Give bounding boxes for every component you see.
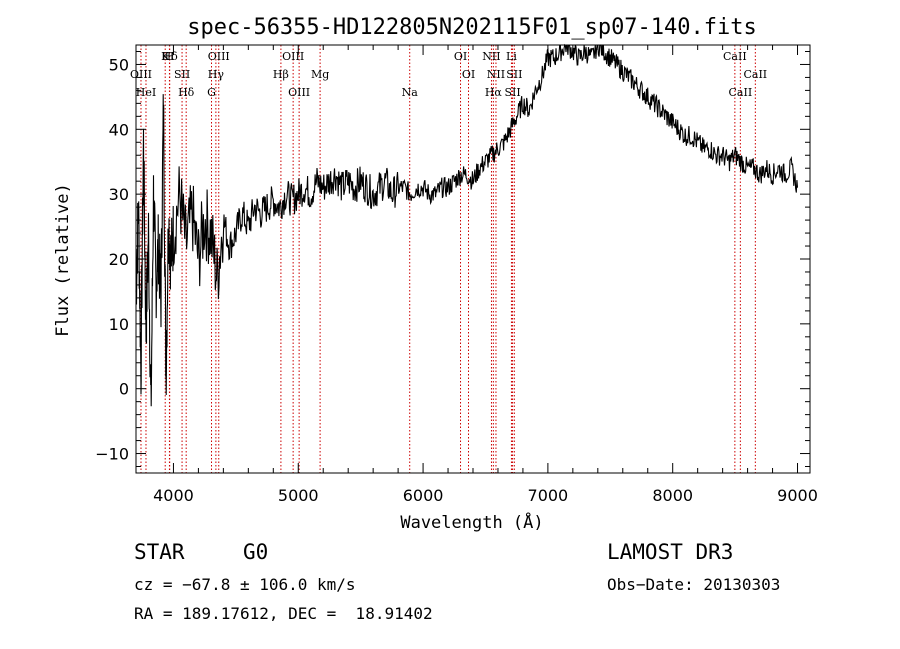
y-tick-label: 40	[109, 120, 129, 139]
line-label: Li	[506, 50, 517, 63]
line-label: Na	[402, 86, 419, 99]
line-label: Hα	[485, 86, 503, 99]
line-label: OI	[454, 50, 467, 63]
line-label: CaII	[729, 86, 753, 99]
y-tick-label: 10	[109, 315, 129, 334]
y-tick-label: 0	[119, 380, 129, 399]
redshift-text: cz = −67.8 ± 106.0 km/s	[134, 575, 356, 594]
x-tick-label: 6000	[403, 486, 444, 505]
obs-date: Obs−Date: 20130303	[607, 575, 781, 594]
y-axis-label: Flux (relative)	[53, 183, 73, 337]
emission-line-labels: HδOIIIHeIKSIIHδOIIIHγGHHβOIIIOIIIMgNaOIO…	[130, 50, 767, 99]
line-label: CaII	[723, 50, 747, 63]
line-label: HeI	[136, 86, 156, 99]
x-tick-label: 8000	[652, 486, 693, 505]
line-label: Hδ	[178, 86, 195, 99]
line-label: OIII	[282, 50, 304, 63]
y-tick-label: −10	[95, 445, 129, 464]
x-tick-label: 5000	[278, 486, 319, 505]
survey-name: LAMOST DR3	[607, 540, 734, 564]
chart-title: spec-56355-HD122805N202115F01_sp07-140.f…	[187, 15, 757, 40]
line-label: SII	[504, 86, 520, 99]
y-axis: −10 0 10 20 30 40 50	[95, 50, 810, 468]
line-label: Hγ	[208, 68, 225, 81]
y-tick-label: 30	[109, 185, 129, 204]
line-label: OIII	[208, 50, 230, 63]
plot-frame	[135, 44, 811, 474]
line-label: NII	[482, 50, 500, 63]
x-axis: 4000 5000 6000 7000 8000 9000	[153, 45, 818, 505]
line-label: CaII	[743, 68, 767, 81]
subclass: G0	[243, 540, 269, 564]
line-label: OIII	[288, 86, 310, 99]
line-label: Mg	[311, 68, 329, 81]
x-tick-label: 9000	[777, 486, 818, 505]
y-tick-label: 50	[109, 55, 129, 74]
emission-line-markers	[140, 45, 756, 473]
coordinates-text: RA = 189.17612, DEC = 18.91402	[134, 604, 433, 623]
line-label: OI	[462, 68, 475, 81]
y-tick-label: 20	[109, 250, 129, 269]
x-axis-label: Wavelength (Å)	[400, 511, 543, 533]
line-label: G	[207, 86, 216, 99]
x-tick-label: 7000	[528, 486, 569, 505]
line-label: SII	[174, 68, 190, 81]
line-label: SII	[506, 68, 522, 81]
spectrum-series-line	[135, 43, 799, 407]
line-label: NII	[487, 68, 505, 81]
object-class: STAR	[134, 540, 185, 564]
line-label: K	[161, 50, 170, 63]
line-label: Hδ	[162, 50, 179, 63]
line-label: Hβ	[273, 68, 289, 81]
line-label: H	[165, 50, 175, 63]
x-tick-label: 4000	[153, 486, 194, 505]
line-label: OIII	[130, 68, 152, 81]
